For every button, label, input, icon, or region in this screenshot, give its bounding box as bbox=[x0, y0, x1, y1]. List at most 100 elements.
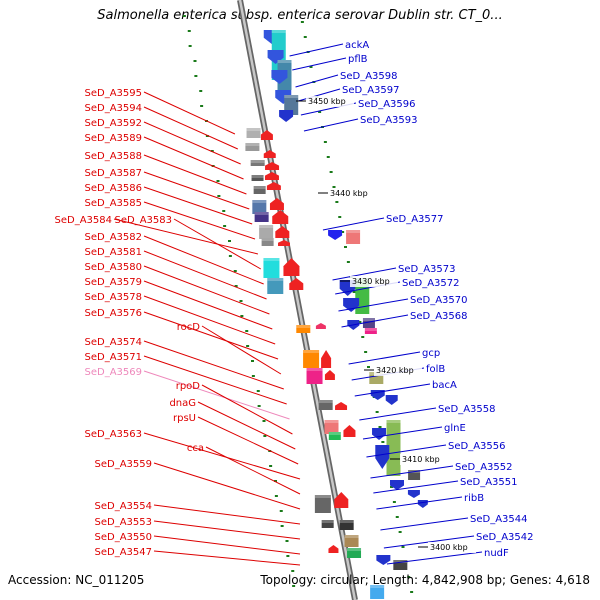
label-leader-line bbox=[173, 218, 262, 270]
label-leader-line bbox=[143, 201, 256, 240]
tick-mark bbox=[263, 435, 267, 437]
label-leader-line bbox=[143, 295, 276, 345]
tick-mark bbox=[199, 90, 203, 92]
gene-label-left: SeD_A3574 bbox=[85, 337, 143, 348]
gene-arrow-forward bbox=[260, 130, 273, 140]
gene-arrow-forward bbox=[266, 182, 281, 190]
gene-arrow-forward bbox=[289, 278, 304, 290]
label-leader-line bbox=[386, 551, 483, 565]
gene-label-left: SeD_A3579 bbox=[85, 277, 143, 288]
kbp-label: 3410 kbp bbox=[402, 455, 440, 464]
tick-mark bbox=[262, 420, 266, 422]
tick-mark bbox=[375, 411, 379, 413]
kbp-label: 3430 kbp bbox=[352, 277, 390, 286]
label-leader-line bbox=[292, 57, 347, 71]
tick-mark bbox=[407, 576, 411, 578]
gene-label-right: ackA bbox=[345, 40, 369, 51]
gene-arrow-forward bbox=[343, 425, 356, 437]
label-leader-line bbox=[354, 383, 431, 397]
label-leader-line bbox=[143, 250, 267, 300]
gene-label-right: pflB bbox=[348, 54, 368, 65]
gene-block bbox=[362, 318, 375, 328]
gene-block-shine bbox=[344, 535, 359, 538]
tick-mark bbox=[323, 141, 327, 143]
tick-mark bbox=[233, 270, 237, 272]
gene-arrow-forward bbox=[315, 323, 326, 329]
gene-block bbox=[263, 258, 280, 278]
gene-block-shine bbox=[271, 30, 286, 33]
tick-mark bbox=[239, 300, 243, 302]
gene-label-right: SeD_A3596 bbox=[358, 99, 416, 110]
label-leader-line bbox=[143, 235, 264, 285]
gene-block-shine bbox=[284, 95, 299, 98]
gene-label-right: SeD_A3551 bbox=[460, 477, 518, 488]
kbp-label-bg bbox=[306, 96, 354, 107]
gene-block bbox=[314, 495, 331, 513]
label-leader-line bbox=[359, 407, 437, 421]
gene-label-right: bacA bbox=[432, 380, 457, 391]
tick-mark bbox=[234, 285, 238, 287]
label-leader-line bbox=[143, 432, 301, 480]
tick-mark bbox=[194, 75, 198, 77]
gene-label-right: SeD_A3577 bbox=[386, 214, 444, 225]
gene-block-shine bbox=[346, 230, 361, 233]
gene-block bbox=[252, 200, 267, 214]
label-leader-line bbox=[143, 370, 290, 420]
gene-block bbox=[245, 143, 260, 151]
label-leader-line bbox=[201, 325, 282, 375]
tick-mark bbox=[217, 195, 221, 197]
tick-mark bbox=[378, 426, 382, 428]
gene-block-shine bbox=[253, 186, 266, 189]
gene-label-left: cca bbox=[187, 443, 204, 454]
label-leader-line bbox=[205, 446, 301, 495]
label-leader-line bbox=[143, 311, 279, 360]
gene-block bbox=[344, 535, 359, 547]
gene-label-left: SeD_A3580 bbox=[85, 262, 143, 273]
gene-block bbox=[253, 186, 266, 194]
gene-block-shine bbox=[314, 495, 331, 498]
tick-mark bbox=[292, 585, 296, 587]
tick-mark bbox=[280, 525, 284, 527]
label-leader-line bbox=[295, 74, 339, 88]
label-leader-line bbox=[348, 351, 421, 365]
gene-label-left: SeD_A3581 bbox=[85, 247, 143, 258]
gene-arrow-forward bbox=[335, 402, 348, 410]
label-leader-line bbox=[113, 218, 259, 255]
tick-mark bbox=[381, 441, 385, 443]
gene-label-left: SeD_A3589 bbox=[85, 133, 143, 144]
gene-label-left: SeD_A3547 bbox=[95, 547, 153, 558]
tick-mark bbox=[251, 375, 255, 377]
tick-mark bbox=[341, 231, 345, 233]
tick-mark bbox=[210, 150, 214, 152]
label-leader-line bbox=[201, 384, 293, 435]
tick-mark bbox=[205, 135, 209, 137]
gene-label-left: SeD_A3588 bbox=[85, 151, 143, 162]
gene-block-shine bbox=[277, 60, 292, 63]
gene-block-shine bbox=[246, 128, 261, 131]
label-leader-line bbox=[376, 496, 463, 510]
label-leader-line bbox=[153, 535, 301, 555]
gene-block bbox=[321, 520, 334, 528]
label-leader-line bbox=[289, 43, 344, 57]
gene-block bbox=[303, 350, 320, 368]
gene-arrow-forward bbox=[264, 172, 279, 180]
tick-mark bbox=[228, 255, 232, 257]
gene-label-right: nudF bbox=[484, 548, 509, 559]
gene-label-right: SeD_A3593 bbox=[360, 115, 418, 126]
gene-block-shine bbox=[261, 238, 274, 241]
tick-mark bbox=[367, 366, 370, 368]
gene-arrow-forward bbox=[269, 198, 284, 210]
tick-mark bbox=[300, 21, 304, 23]
gene-label-left: SeD_A3554 bbox=[95, 501, 153, 512]
gene-label-right: glnE bbox=[444, 423, 466, 434]
gene-arrow-reverse bbox=[376, 555, 391, 565]
gene-block-shine bbox=[259, 225, 274, 228]
gene-arrow-reverse bbox=[390, 480, 404, 490]
gene-arrow-forward bbox=[328, 545, 339, 553]
label-leader-line bbox=[322, 217, 385, 231]
gene-block bbox=[408, 470, 421, 480]
gene-block-shine bbox=[364, 328, 377, 331]
gene-block bbox=[251, 175, 264, 181]
label-leader-line bbox=[153, 550, 301, 566]
